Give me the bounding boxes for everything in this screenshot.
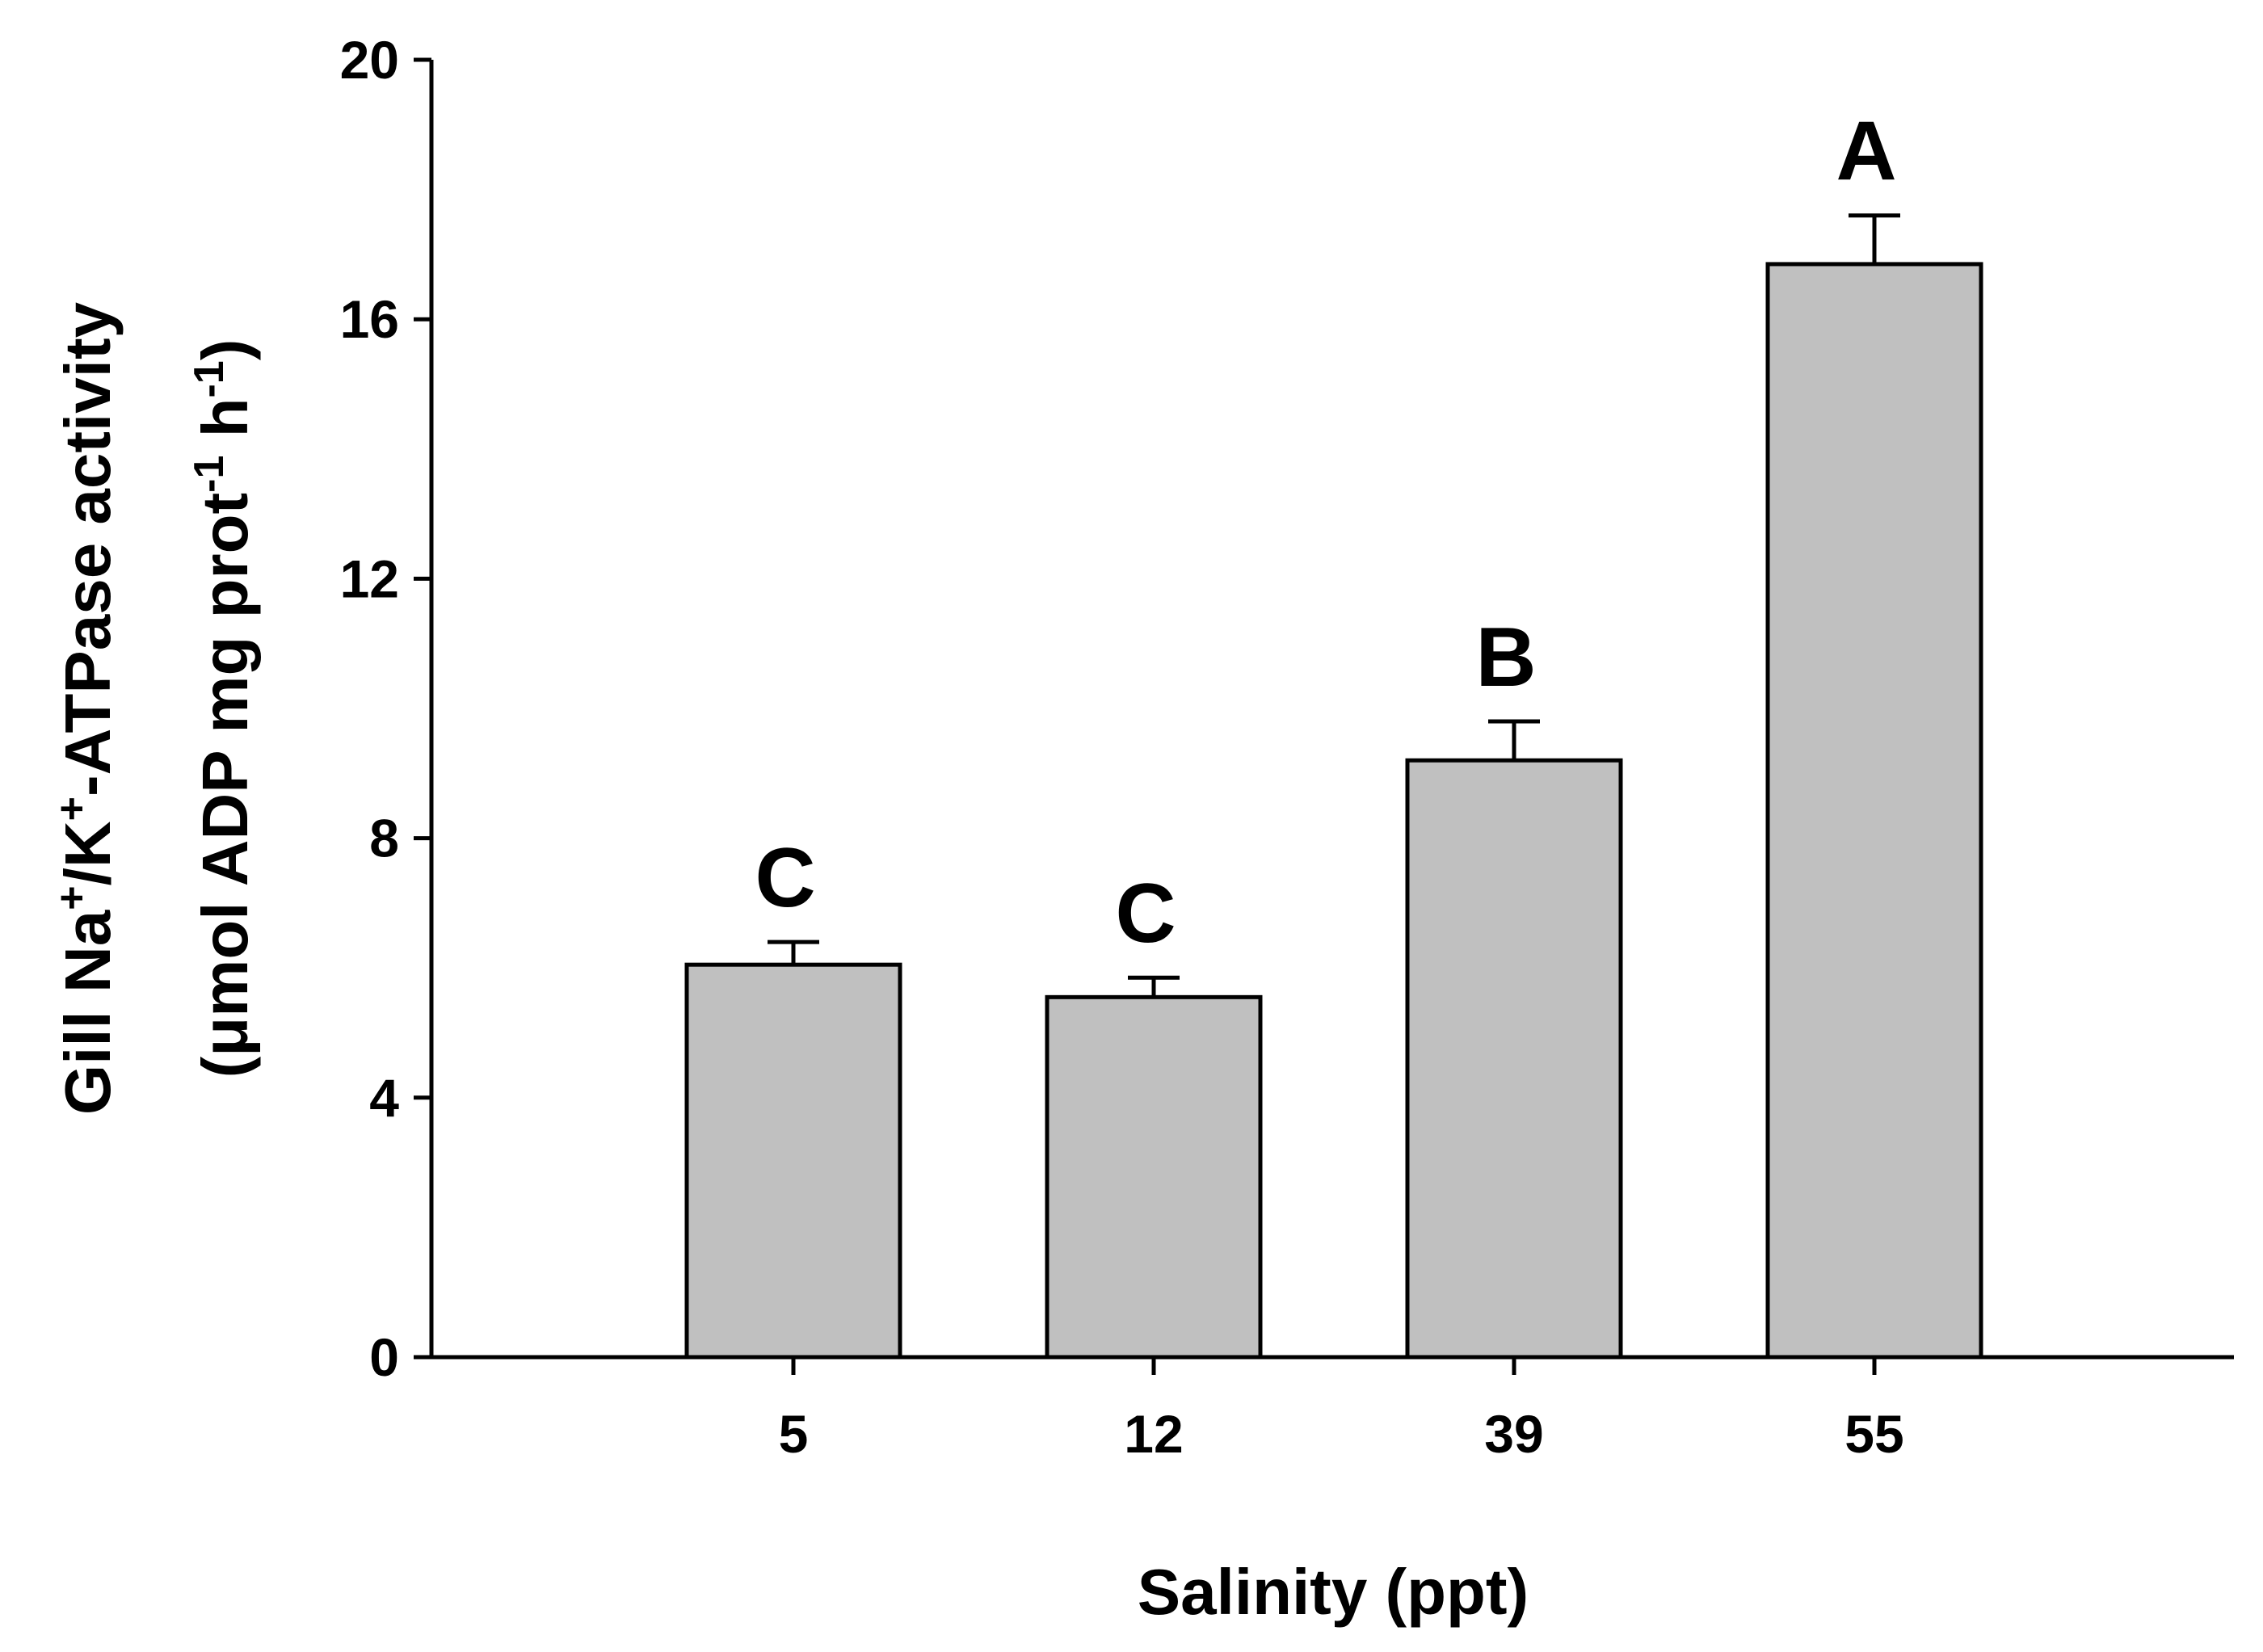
y-tick-label-2: 8: [369, 809, 399, 868]
bar-39: [1405, 758, 1623, 1360]
significance-label-39: B: [1475, 611, 1536, 704]
y-tick-label-0: 0: [369, 1327, 399, 1387]
x-tick-label-2: 39: [1484, 1404, 1543, 1464]
bars: [684, 262, 1983, 1360]
y-ticks: 0 4 8 12 16 20: [340, 30, 431, 1387]
x-tick-label-0: 5: [779, 1404, 809, 1464]
y-tick-label-1: 4: [369, 1068, 399, 1128]
significance-label-55: A: [1836, 105, 1896, 199]
x-tick-label-3: 55: [1844, 1404, 1903, 1464]
significance-label-12: C: [1115, 867, 1176, 961]
significance-labels: C C B A: [755, 105, 1896, 961]
x-tick-label-1: 12: [1124, 1404, 1183, 1464]
y-tick-label-4: 16: [340, 289, 399, 349]
error-bars: [768, 213, 1900, 998]
y-axis-title-line-2: (μmol ADP mg prot-1 h-1): [186, 339, 261, 1078]
x-ticks: 5 12 39 55: [779, 1357, 1904, 1464]
bar-5: [684, 962, 902, 1360]
bar-55: [1765, 262, 1983, 1360]
x-axis-title: Salinity (ppt): [1138, 1556, 1529, 1628]
significance-label-5: C: [755, 831, 815, 925]
bar-12: [1045, 994, 1263, 1360]
y-tick-label-5: 20: [340, 30, 399, 90]
y-tick-label-3: 12: [340, 549, 399, 608]
y-axis-title-line-1: Gill Na+/K+-ATPase activity: [48, 301, 124, 1115]
